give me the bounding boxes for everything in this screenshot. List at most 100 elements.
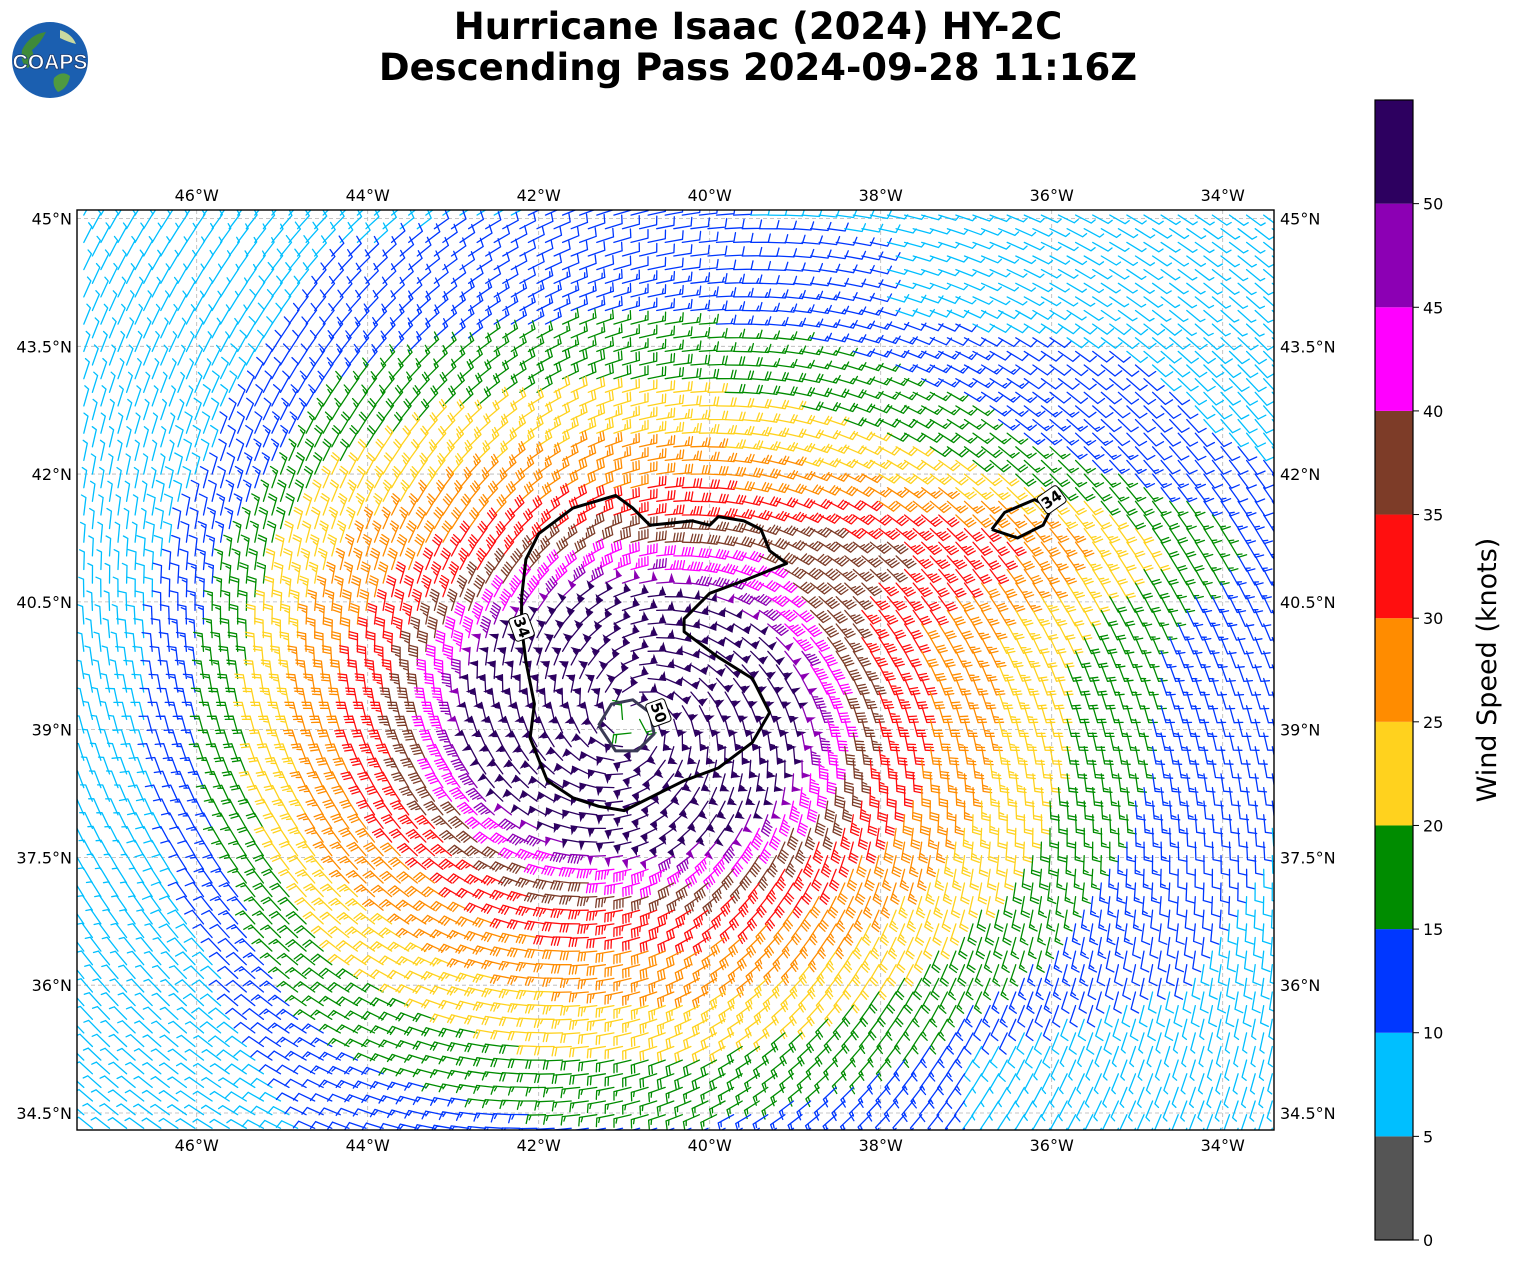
wind-barb [225, 951, 247, 966]
wind-barb [284, 994, 307, 1007]
wind-barb [587, 268, 606, 284]
wind-barb [929, 691, 946, 710]
wind-barb [135, 798, 153, 816]
wind-barb [544, 415, 562, 434]
wind-barb [692, 964, 709, 983]
wind-barb [219, 826, 239, 843]
wind-barb [1070, 950, 1080, 973]
wind-barb [957, 964, 967, 987]
wind-barb [176, 1034, 196, 1048]
wind-barb [442, 439, 455, 462]
wind-barb [1092, 814, 1103, 835]
wind-barb [208, 979, 230, 993]
wind-barb [952, 868, 962, 891]
wind-barb [1015, 582, 1035, 599]
wind-barb [272, 771, 290, 789]
wind-barb [348, 425, 359, 448]
wind-barb [134, 590, 145, 612]
wind-barb [852, 264, 875, 274]
wind-barb [1177, 432, 1199, 447]
wind-barb-pennant [693, 648, 701, 659]
wind-barb-pennant [586, 579, 595, 590]
wind-barb [279, 452, 288, 475]
wind-barb [77, 940, 85, 952]
wind-barb [194, 371, 203, 393]
wind-barb-pennant [517, 687, 528, 694]
wind-barb-pennant [696, 837, 705, 847]
wind-barb [364, 659, 376, 680]
wind-barb [455, 887, 478, 899]
wind-barb [767, 566, 790, 579]
wind-barb [941, 909, 952, 933]
wind-barb [587, 376, 606, 393]
wind-barb-pennant [752, 610, 761, 620]
wind-barb [1003, 895, 1013, 919]
wind-barb [211, 210, 223, 230]
wind-barb [1117, 746, 1131, 765]
wind-barb [404, 885, 427, 898]
wind-barb [108, 344, 117, 366]
wind-barb [895, 773, 906, 794]
wind-barb [929, 555, 951, 570]
wind-barb [897, 923, 907, 946]
wind-barb [408, 385, 421, 407]
wind-barb [145, 521, 155, 543]
wind-barb [143, 978, 162, 993]
wind-barb [116, 1075, 136, 1089]
wind-barb [308, 561, 319, 584]
wind-barb [647, 557, 667, 571]
wind-barb [690, 575, 713, 587]
wind-barb [921, 677, 938, 696]
wind-barb [493, 521, 506, 543]
wind-barb-pennant [510, 674, 521, 681]
wind-barb [1254, 446, 1274, 462]
wind-barb [867, 1018, 880, 1041]
wind-barb [732, 509, 756, 520]
wind-barb [412, 928, 436, 939]
wind-barb [681, 312, 702, 325]
wind-barb [190, 479, 200, 502]
wind-barb [886, 487, 910, 498]
wind-barb [746, 936, 760, 958]
wind-barb [481, 588, 494, 612]
wind-barb [195, 784, 213, 802]
wind-barb [376, 589, 387, 612]
wind-barb [77, 742, 85, 761]
wind-barb [77, 1033, 94, 1048]
wind-barb [1233, 1018, 1240, 1041]
wind-barb [586, 936, 607, 949]
wind-barb [313, 631, 324, 652]
wind-barb [1160, 623, 1178, 641]
wind-barb [335, 968, 359, 980]
wind-barb [998, 609, 1017, 627]
wind-barb [132, 645, 145, 666]
wind-barb-pennant [771, 812, 782, 819]
wind-barb [1083, 228, 1105, 238]
wind-barb [664, 339, 684, 353]
wind-barb [1228, 459, 1249, 475]
wind-barb [827, 746, 839, 766]
wind-barb [728, 909, 743, 931]
wind-barb [801, 623, 823, 638]
wind-barb [818, 319, 841, 329]
wind-barb [241, 1035, 265, 1048]
wind-barb [929, 746, 943, 766]
wind-barb [126, 839, 145, 857]
wind-barb [1254, 337, 1274, 351]
wind-barb [458, 772, 478, 789]
wind-barb [852, 677, 870, 696]
wind-barb [638, 406, 658, 421]
wind-barb [320, 673, 333, 693]
wind-barb [295, 452, 305, 475]
wind-barb [1100, 855, 1110, 877]
wind-barb [639, 1045, 658, 1062]
wind-barb [185, 617, 196, 639]
wind-barb [510, 494, 525, 516]
wind-barb [613, 1032, 632, 1047]
wind-barb [515, 848, 538, 861]
wind-barb [481, 846, 504, 859]
wind-barb-pennant [470, 730, 482, 737]
wind-barb [561, 210, 578, 216]
wind-barb [1057, 487, 1079, 502]
wind-barb [1006, 214, 1028, 223]
